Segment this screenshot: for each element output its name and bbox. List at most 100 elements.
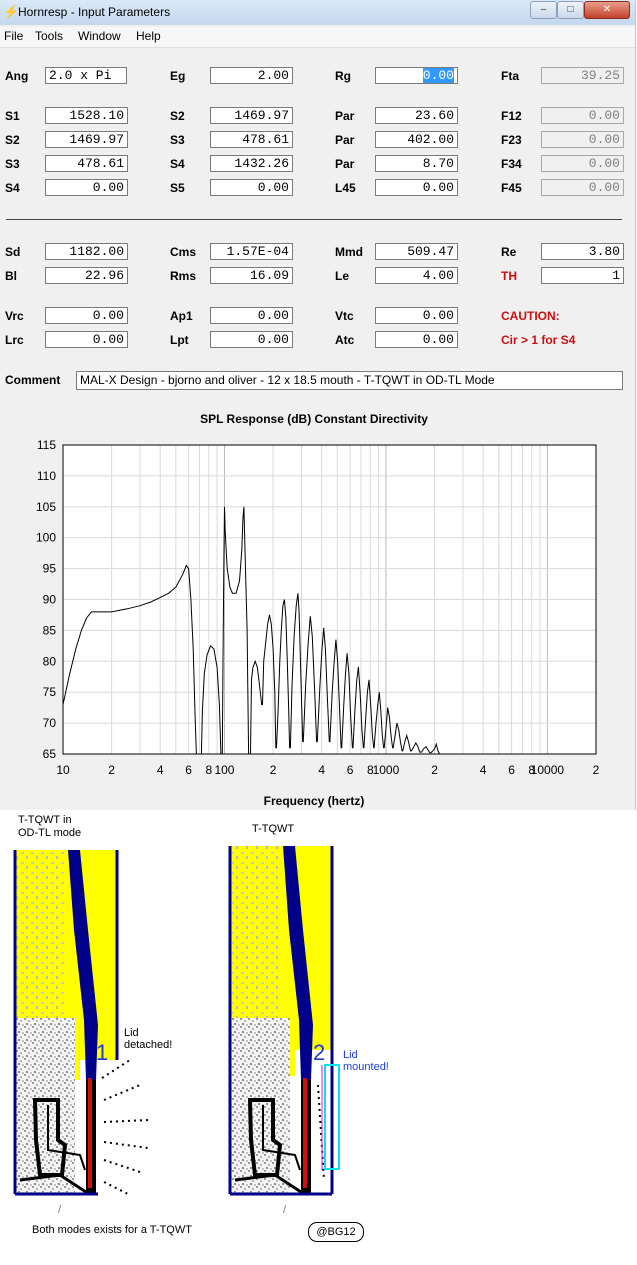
caution-label: CAUTION: bbox=[501, 309, 560, 323]
close-button[interactable]: ✕ bbox=[584, 1, 630, 19]
field-s4[interactable]: 0.00 bbox=[45, 179, 128, 196]
label-rms: Rms bbox=[170, 269, 197, 283]
label-vtc: Vtc bbox=[335, 309, 354, 323]
label-lrc: Lrc bbox=[5, 333, 24, 347]
label-f45: F45 bbox=[501, 181, 522, 195]
label-l45: L45 bbox=[335, 181, 356, 195]
field-s3-right[interactable]: 478.61 bbox=[210, 131, 293, 148]
caution-message: Cir > 1 for S4 bbox=[501, 333, 576, 347]
field-f45: 0.00 bbox=[541, 179, 624, 196]
field-lpt[interactable]: 0.00 bbox=[210, 331, 293, 348]
label-s5: S5 bbox=[170, 181, 185, 195]
label-comment: Comment bbox=[5, 373, 61, 387]
left-diagram-title-line1: T-TQWT in bbox=[18, 814, 72, 826]
y-tick-label: 70 bbox=[43, 716, 57, 730]
field-rg[interactable]: 0.00 bbox=[375, 67, 458, 84]
menu-file[interactable]: File bbox=[4, 29, 24, 43]
label-s3-left: S3 bbox=[5, 157, 20, 171]
label-sd: Sd bbox=[5, 245, 21, 259]
section-divider bbox=[6, 219, 622, 220]
label-bl: Bl bbox=[5, 269, 17, 283]
field-lrc[interactable]: 0.00 bbox=[45, 331, 128, 348]
x-tick-label: 100 bbox=[214, 763, 234, 777]
label-rg: Rg bbox=[335, 69, 351, 83]
hornresp-logo-icon: ⚡ bbox=[3, 4, 20, 19]
field-s5[interactable]: 0.00 bbox=[210, 179, 293, 196]
field-eg[interactable]: 2.00 bbox=[210, 67, 293, 84]
field-cms[interactable]: 1.57E-04 bbox=[210, 243, 293, 260]
label-eg: Eg bbox=[170, 69, 186, 83]
comment-field[interactable]: MAL-X Design - bjorno and oliver - 12 x … bbox=[76, 371, 623, 390]
y-tick-label: 105 bbox=[36, 500, 56, 514]
field-vtc[interactable]: 0.00 bbox=[375, 307, 458, 324]
x-tick-label: 1000 bbox=[373, 763, 400, 777]
field-th[interactable]: 1 bbox=[541, 267, 624, 284]
field-f12: 0.00 bbox=[541, 107, 624, 124]
field-re[interactable]: 3.80 bbox=[541, 243, 624, 260]
field-ap1[interactable]: 0.00 bbox=[210, 307, 293, 324]
field-ang[interactable]: 2.0 x Pi bbox=[45, 67, 127, 84]
right-diagram-title: T-TQWT bbox=[252, 823, 295, 835]
y-tick-label: 90 bbox=[43, 593, 57, 607]
field-mmd[interactable]: 509.47 bbox=[375, 243, 458, 260]
label-atc: Atc bbox=[335, 333, 355, 347]
field-s3[interactable]: 478.61 bbox=[45, 155, 128, 172]
x-tick-label: 2 bbox=[108, 763, 115, 777]
label-s3: S3 bbox=[170, 133, 185, 147]
x-tick-label: 10000 bbox=[531, 763, 565, 777]
label-s4: S4 bbox=[170, 157, 185, 171]
menu-help[interactable]: Help bbox=[136, 29, 161, 43]
left-sound-rays bbox=[101, 1059, 149, 1196]
x-tick-label: 8 bbox=[367, 763, 374, 777]
x-tick-label: 2 bbox=[270, 763, 277, 777]
x-tick-label: 6 bbox=[347, 763, 354, 777]
label-ang: Ang bbox=[5, 69, 29, 83]
label-f23: F23 bbox=[501, 133, 522, 147]
label-cms: Cms bbox=[170, 245, 197, 259]
field-s2-right[interactable]: 1469.97 bbox=[210, 107, 293, 124]
chart-title: SPL Response (dB) Constant Directivity bbox=[200, 412, 428, 426]
label-mmd: Mmd bbox=[335, 245, 363, 259]
field-le[interactable]: 4.00 bbox=[375, 267, 458, 284]
field-par-1[interactable]: 23.60 bbox=[375, 107, 458, 124]
y-tick-label: 115 bbox=[37, 438, 56, 452]
mode-number-2: 2 bbox=[313, 1040, 326, 1065]
field-sd[interactable]: 1182.00 bbox=[45, 243, 128, 260]
field-s2[interactable]: 1469.97 bbox=[45, 131, 128, 148]
x-tick-label: 2 bbox=[431, 763, 438, 777]
slash-mark-left: / bbox=[58, 1204, 62, 1216]
label-vrc: Vrc bbox=[5, 309, 24, 323]
field-par-3[interactable]: 8.70 bbox=[375, 155, 458, 172]
menu-window[interactable]: Window bbox=[78, 29, 121, 43]
label-ap1: Ap1 bbox=[170, 309, 193, 323]
x-tick-label: 6 bbox=[508, 763, 515, 777]
label-par-1: Par bbox=[335, 109, 355, 123]
label-par-2: Par bbox=[335, 133, 355, 147]
field-par-2[interactable]: 402.00 bbox=[375, 131, 458, 148]
enclosure-drawings bbox=[13, 846, 340, 1196]
field-atc[interactable]: 0.00 bbox=[375, 331, 458, 348]
chart-x-axis-label: Frequency (hertz) bbox=[263, 794, 365, 808]
y-tick-label: 75 bbox=[43, 685, 57, 699]
label-s2-left: S2 bbox=[5, 133, 20, 147]
field-rms[interactable]: 16.09 bbox=[210, 267, 293, 284]
y-tick-label: 80 bbox=[43, 654, 57, 668]
field-s1[interactable]: 1528.10 bbox=[45, 107, 128, 124]
label-par-3: Par bbox=[335, 157, 355, 171]
x-tick-label: 8 bbox=[205, 763, 212, 777]
maximize-button[interactable]: □ bbox=[557, 1, 584, 19]
x-tick-label: 10 bbox=[56, 763, 70, 777]
lid-mounted-line2: mounted! bbox=[343, 1061, 389, 1073]
field-l45[interactable]: 0.00 bbox=[375, 179, 458, 196]
left-diagram-title-line2: OD-TL mode bbox=[18, 827, 82, 839]
minimize-button[interactable]: – bbox=[530, 1, 557, 19]
field-s4-right[interactable]: 1432.26 bbox=[210, 155, 293, 172]
lid-detached-line2: detached! bbox=[124, 1039, 173, 1051]
menu-tools[interactable]: Tools bbox=[35, 29, 64, 43]
left-enclosure-drawing bbox=[13, 850, 149, 1196]
field-vrc[interactable]: 0.00 bbox=[45, 307, 128, 324]
window-title: Hornresp - Input Parameters bbox=[18, 5, 171, 19]
y-tick-label: 100 bbox=[36, 531, 56, 545]
label-f34: F34 bbox=[501, 157, 522, 171]
field-bl[interactable]: 22.96 bbox=[45, 267, 128, 284]
